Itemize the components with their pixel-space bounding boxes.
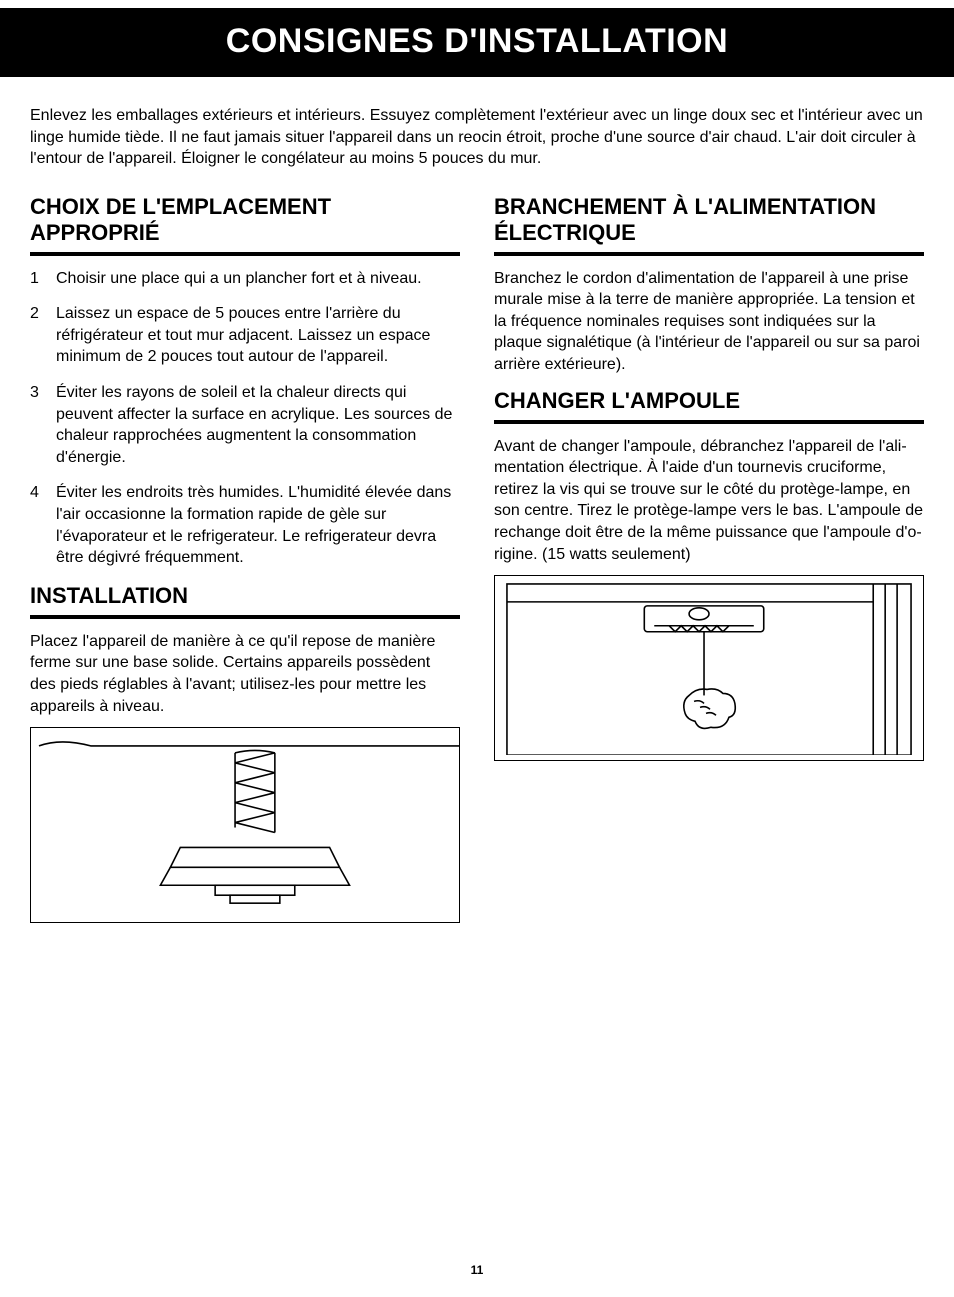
power-text: Branchez le cordon d'alimentation de l'a…	[494, 268, 924, 376]
page-banner: CONSIGNES D'INSTALLATION	[0, 8, 954, 77]
item-text: Éviter les rayons de soleil et la chaleu…	[56, 382, 460, 468]
leveling-foot-icon	[31, 728, 459, 917]
item-number: 1	[30, 268, 56, 290]
item-number: 3	[30, 382, 56, 468]
bulb-text: Avant de changer l'ampoule, débranchez l…	[494, 436, 924, 566]
list-item: 1Choisir une place qui a un plancher for…	[30, 268, 460, 290]
two-column-layout: CHOIX DE L'EMPLACEMENT APPROPRIÉ 1Choisi…	[0, 182, 954, 923]
item-text: Laissez un espace de 5 pouces entre l'ar…	[56, 303, 460, 368]
banner-title: CONSIGNES D'INSTALLATION	[0, 22, 954, 61]
lamp-cover-icon	[495, 576, 923, 755]
installation-text: Placez l'appareil de manière à ce qu'il …	[30, 631, 460, 717]
heading-rule	[30, 615, 460, 619]
item-text: Éviter les endroits très humides. L'humi…	[56, 482, 460, 568]
item-number: 4	[30, 482, 56, 568]
heading-rule	[494, 420, 924, 424]
heading-bulb: CHANGER L'AMPOULE	[494, 388, 924, 414]
heading-rule	[494, 252, 924, 256]
list-item: 3Éviter les rayons de soleil et la chale…	[30, 382, 460, 468]
lamp-cover-figure	[494, 575, 924, 761]
heading-installation: INSTALLATION	[30, 583, 460, 609]
heading-rule	[30, 252, 460, 256]
list-item: 2Laissez un espace de 5 pouces entre l'a…	[30, 303, 460, 368]
item-text: Choisir une place qui a un plancher fort…	[56, 268, 422, 290]
left-column: CHOIX DE L'EMPLACEMENT APPROPRIÉ 1Choisi…	[30, 182, 460, 923]
leveling-foot-figure	[30, 727, 460, 923]
page-number: 11	[0, 1263, 954, 1297]
list-item: 4Éviter les endroits très humides. L'hum…	[30, 482, 460, 568]
right-column: BRANCHEMENT À L'ALIMENTA­TION ÉLECTRIQUE…	[494, 182, 924, 923]
location-steps-list: 1Choisir une place qui a un plancher for…	[30, 268, 460, 569]
heading-location: CHOIX DE L'EMPLACEMENT APPROPRIÉ	[30, 194, 460, 246]
intro-paragraph: Enlevez les emballages extérieurs et int…	[0, 77, 954, 182]
item-number: 2	[30, 303, 56, 368]
heading-power: BRANCHEMENT À L'ALIMENTA­TION ÉLECTRIQUE	[494, 194, 924, 246]
